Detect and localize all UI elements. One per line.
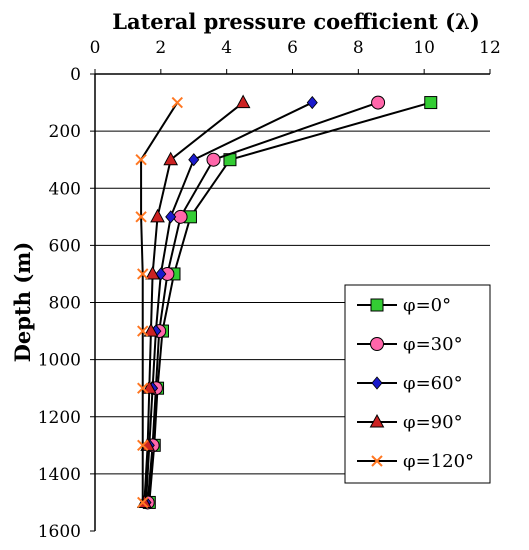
x-tick-label: 0	[90, 38, 101, 58]
data-point	[137, 382, 149, 394]
cross-stroke	[171, 96, 183, 109]
data-point	[306, 95, 318, 110]
data-point	[424, 96, 438, 110]
data-point	[137, 439, 149, 452]
legend-item: φ=0°	[357, 295, 451, 316]
data-point	[150, 208, 165, 223]
x-tick-labels: 0 2 4 6 8 10 12	[90, 38, 501, 74]
legend-marker	[370, 337, 384, 351]
data-point	[371, 95, 386, 110]
data-point	[206, 152, 221, 167]
series-group	[135, 94, 438, 510]
y-tick-label: 0	[70, 65, 81, 85]
cross-stroke	[135, 211, 147, 223]
legend-marker	[371, 455, 383, 467]
legend-item: φ=120°	[357, 451, 474, 472]
series-line	[145, 101, 313, 503]
series-line	[148, 101, 432, 503]
data-point	[171, 96, 183, 109]
legend: φ=0° φ=30° φ=60° φ=90° φ=120°	[344, 284, 491, 484]
y-tick-label: 200	[49, 122, 81, 142]
data-point	[137, 496, 149, 509]
data-point	[188, 153, 200, 167]
series-line	[143, 101, 244, 503]
y-tick-label: 1400	[38, 465, 81, 485]
data-point	[135, 153, 147, 166]
data-point	[137, 325, 149, 337]
legend-item: φ=90°	[357, 412, 463, 433]
legend-label: φ=120°	[403, 451, 474, 472]
data-point	[235, 94, 251, 109]
x-tick-label: 4	[221, 38, 232, 58]
series-4	[135, 96, 183, 509]
cross-stroke	[137, 382, 149, 394]
cross-stroke	[137, 496, 149, 509]
cross-stroke	[135, 153, 147, 166]
data-point	[163, 151, 179, 166]
y-tick-label: 800	[49, 294, 81, 314]
cross-stroke	[137, 325, 149, 337]
data-point	[135, 211, 147, 223]
legend-label: φ=90°	[403, 412, 463, 433]
data-point	[165, 210, 177, 224]
series-line	[146, 101, 379, 503]
cross-stroke	[371, 455, 383, 467]
chart-title: Lateral pressure coefficient (λ)	[112, 9, 480, 34]
legend-item: φ=30°	[357, 334, 463, 355]
legend-marker	[371, 376, 383, 390]
y-tick-labels: 0 200 400 600 800 1000 1200 1400 1600	[38, 65, 95, 542]
x-tick-label: 6	[287, 38, 298, 58]
legend-label: φ=60°	[403, 373, 463, 394]
y-tick-label: 1600	[38, 522, 81, 542]
legend-marker	[370, 298, 384, 312]
x-tick-label: 10	[413, 38, 435, 58]
y-tick-label: 1000	[38, 351, 81, 371]
x-tick-label: 2	[155, 38, 166, 58]
y-tick-label: 600	[49, 236, 81, 256]
legend-marker	[369, 413, 385, 428]
y-tick-label: 400	[49, 179, 81, 199]
data-point	[145, 265, 160, 280]
data-point	[143, 323, 159, 337]
data-point	[137, 268, 149, 280]
x-tick-label: 8	[353, 38, 364, 58]
y-tick-label: 1200	[38, 408, 81, 428]
cross-stroke	[137, 439, 149, 452]
cross-stroke	[137, 268, 149, 280]
series-line	[140, 102, 179, 503]
x-tick-label: 12	[479, 38, 501, 58]
legend-label: φ=30°	[403, 334, 463, 355]
legend-label: φ=0°	[403, 295, 451, 316]
legend-item: φ=60°	[357, 373, 463, 394]
y-axis-label: Depth (m)	[10, 242, 35, 363]
